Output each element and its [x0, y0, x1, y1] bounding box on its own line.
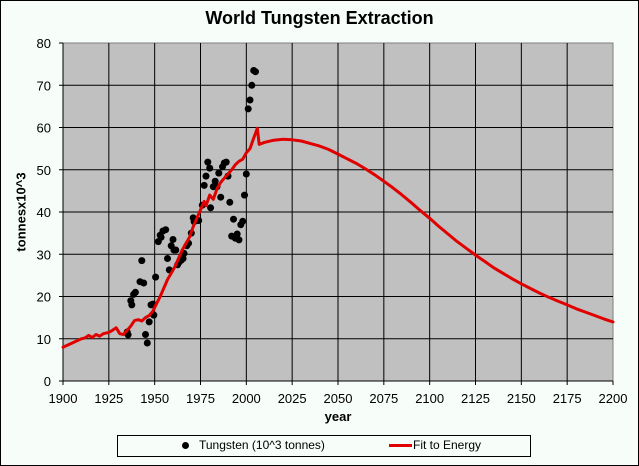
- legend: Tungsten (10^3 tonnes) Fit to Energy: [117, 435, 531, 457]
- data-point: [172, 246, 180, 254]
- data-point: [239, 217, 247, 225]
- data-point: [204, 158, 212, 166]
- x-tick-label: 2125: [461, 391, 490, 406]
- y-tick-label: 10: [37, 332, 51, 347]
- fit-line-series: [61, 126, 615, 349]
- y-tick-label: 80: [37, 36, 51, 51]
- data-point: [230, 215, 237, 223]
- x-tick-label: 1975: [186, 391, 215, 406]
- data-point: [244, 105, 252, 113]
- legend-marker-dot-icon: [182, 441, 189, 449]
- x-tick-label: 2075: [369, 391, 398, 406]
- data-point: [157, 233, 165, 241]
- data-point: [241, 191, 248, 199]
- data-point: [202, 172, 210, 180]
- legend-marker-line-icon: [389, 443, 412, 447]
- data-point: [217, 193, 225, 201]
- x-tick-label: 1900: [49, 391, 78, 406]
- data-point: [164, 255, 171, 262]
- x-tick-label: 1925: [94, 391, 123, 406]
- legend-label-fit: Fit to Energy: [413, 438, 482, 452]
- y-tick-label: 30: [37, 247, 51, 262]
- data-point: [233, 230, 241, 238]
- x-tick-label: 2025: [278, 391, 307, 406]
- y-tick-label: 20: [37, 290, 51, 305]
- data-point: [211, 177, 219, 185]
- x-tick-label: 2100: [415, 391, 444, 406]
- data-point: [169, 236, 177, 243]
- x-axis-label: year: [325, 409, 352, 424]
- fit-line-path: [61, 126, 615, 349]
- gridlines: [63, 43, 613, 381]
- data-point: [222, 158, 230, 166]
- data-point: [248, 81, 256, 89]
- data-point: [138, 257, 146, 265]
- data-point: [128, 301, 136, 309]
- data-point: [206, 164, 214, 172]
- x-tick-labels: 1900 1925 1950 1975 2000 2025 2050 2075 2100 2125…: [49, 391, 628, 406]
- y-tick-label: 50: [37, 163, 51, 178]
- y-tick-label: 70: [37, 78, 51, 93]
- data-point: [162, 226, 170, 234]
- data-point: [152, 273, 160, 281]
- data-point: [131, 288, 139, 296]
- chart-title: World Tungsten Extraction: [205, 8, 434, 28]
- x-tick-label: 1950: [140, 391, 169, 406]
- data-point: [242, 170, 250, 178]
- data-point: [145, 318, 153, 326]
- data-point: [200, 181, 208, 189]
- data-point: [143, 339, 151, 347]
- y-tick-label: 40: [37, 205, 51, 220]
- x-tick-label: 2150: [507, 391, 536, 406]
- x-tick-label: 2000: [232, 391, 261, 406]
- legend-item-fit: Fit to Energy: [389, 438, 481, 452]
- legend-item-tungsten: Tungsten (10^3 tonnes): [182, 438, 325, 452]
- data-point: [207, 204, 215, 212]
- x-tick-label: 2050: [324, 391, 353, 406]
- data-point: [235, 236, 243, 244]
- data-point: [252, 68, 259, 76]
- x-tick-label: 2200: [599, 391, 628, 406]
- legend-label-tungsten: Tungsten (10^3 tonnes): [199, 438, 325, 452]
- data-point: [142, 331, 149, 338]
- data-point: [215, 169, 223, 177]
- x-tick-label: 2175: [553, 391, 582, 406]
- y-tick-label: 60: [37, 121, 51, 136]
- data-point: [140, 279, 148, 287]
- axes: [59, 42, 614, 385]
- data-point: [246, 96, 254, 104]
- y-tick-labels: 0 10 20 30 40 50 60 70 80: [37, 36, 51, 389]
- y-axis-label: tonnesx10^3: [13, 172, 28, 251]
- data-point: [226, 198, 234, 206]
- y-tick-label: 0: [44, 374, 51, 389]
